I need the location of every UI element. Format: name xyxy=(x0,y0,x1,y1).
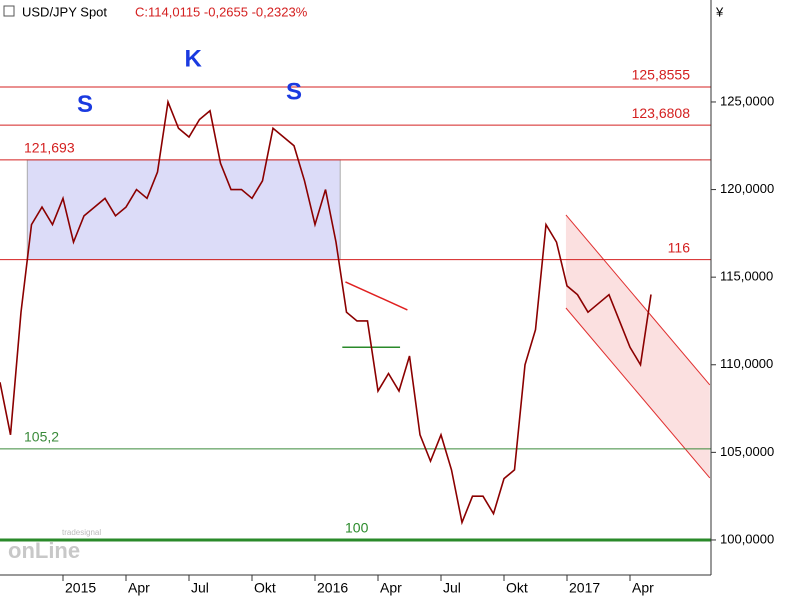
x-tick-label: Okt xyxy=(254,580,276,596)
x-tick-label: 2016 xyxy=(317,580,348,596)
y-tick-label: 120,0000 xyxy=(720,181,774,196)
x-tick-label: Okt xyxy=(506,580,528,596)
currency: ¥ xyxy=(715,4,724,19)
chart-title: USD/JPY Spot xyxy=(22,4,107,19)
y-tick-label: 125,0000 xyxy=(720,93,774,108)
level-label: 100 xyxy=(345,520,369,536)
watermark: onLine xyxy=(8,538,80,563)
level-label: 125,8555 xyxy=(632,67,691,83)
channel-area xyxy=(565,214,710,478)
y-tick-label: 100,0000 xyxy=(720,531,774,546)
level-label: 123,6808 xyxy=(632,105,691,121)
x-tick-label: 2017 xyxy=(569,580,600,596)
trendline xyxy=(345,281,408,311)
annotation: S xyxy=(286,79,302,106)
zone xyxy=(26,159,341,261)
y-tick-label: 105,0000 xyxy=(720,444,774,459)
quote: C:114,0115 -0,2655 -0,2323% xyxy=(135,4,308,19)
level-label: 105,2 xyxy=(24,429,59,445)
x-tick-label: Apr xyxy=(632,580,654,596)
x-tick-label: Apr xyxy=(380,580,402,596)
annotation: K xyxy=(185,45,203,72)
channel-line xyxy=(565,307,711,479)
level-label: 116 xyxy=(668,239,691,255)
x-tick-label: Jul xyxy=(443,580,461,596)
watermark: tradesignal xyxy=(62,528,101,537)
x-tick-label: Jul xyxy=(191,580,209,596)
y-tick-label: 115,0000 xyxy=(720,269,773,284)
y-tick-label: 110,0000 xyxy=(720,356,773,371)
annotation: S xyxy=(77,91,93,118)
x-tick-label: 2015 xyxy=(65,580,96,596)
x-tick-label: Apr xyxy=(128,580,150,596)
icon xyxy=(3,5,15,17)
level-label: 121,693 xyxy=(24,140,75,156)
channel-line xyxy=(565,214,711,386)
price-line xyxy=(0,98,652,526)
